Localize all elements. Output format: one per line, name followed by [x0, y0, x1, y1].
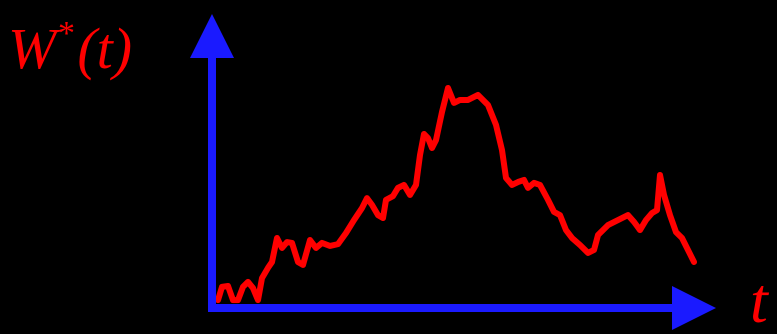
x-axis-label: t: [750, 265, 770, 334]
y-label-rest: (t): [77, 16, 132, 81]
y-axis-arrow: [190, 14, 234, 58]
y-label-base: W: [8, 16, 61, 81]
y-label-sup: *: [56, 15, 73, 52]
data-line: [215, 84, 697, 304]
y-axis-label: W*(t): [8, 15, 132, 81]
x-axis-arrow: [672, 286, 716, 330]
